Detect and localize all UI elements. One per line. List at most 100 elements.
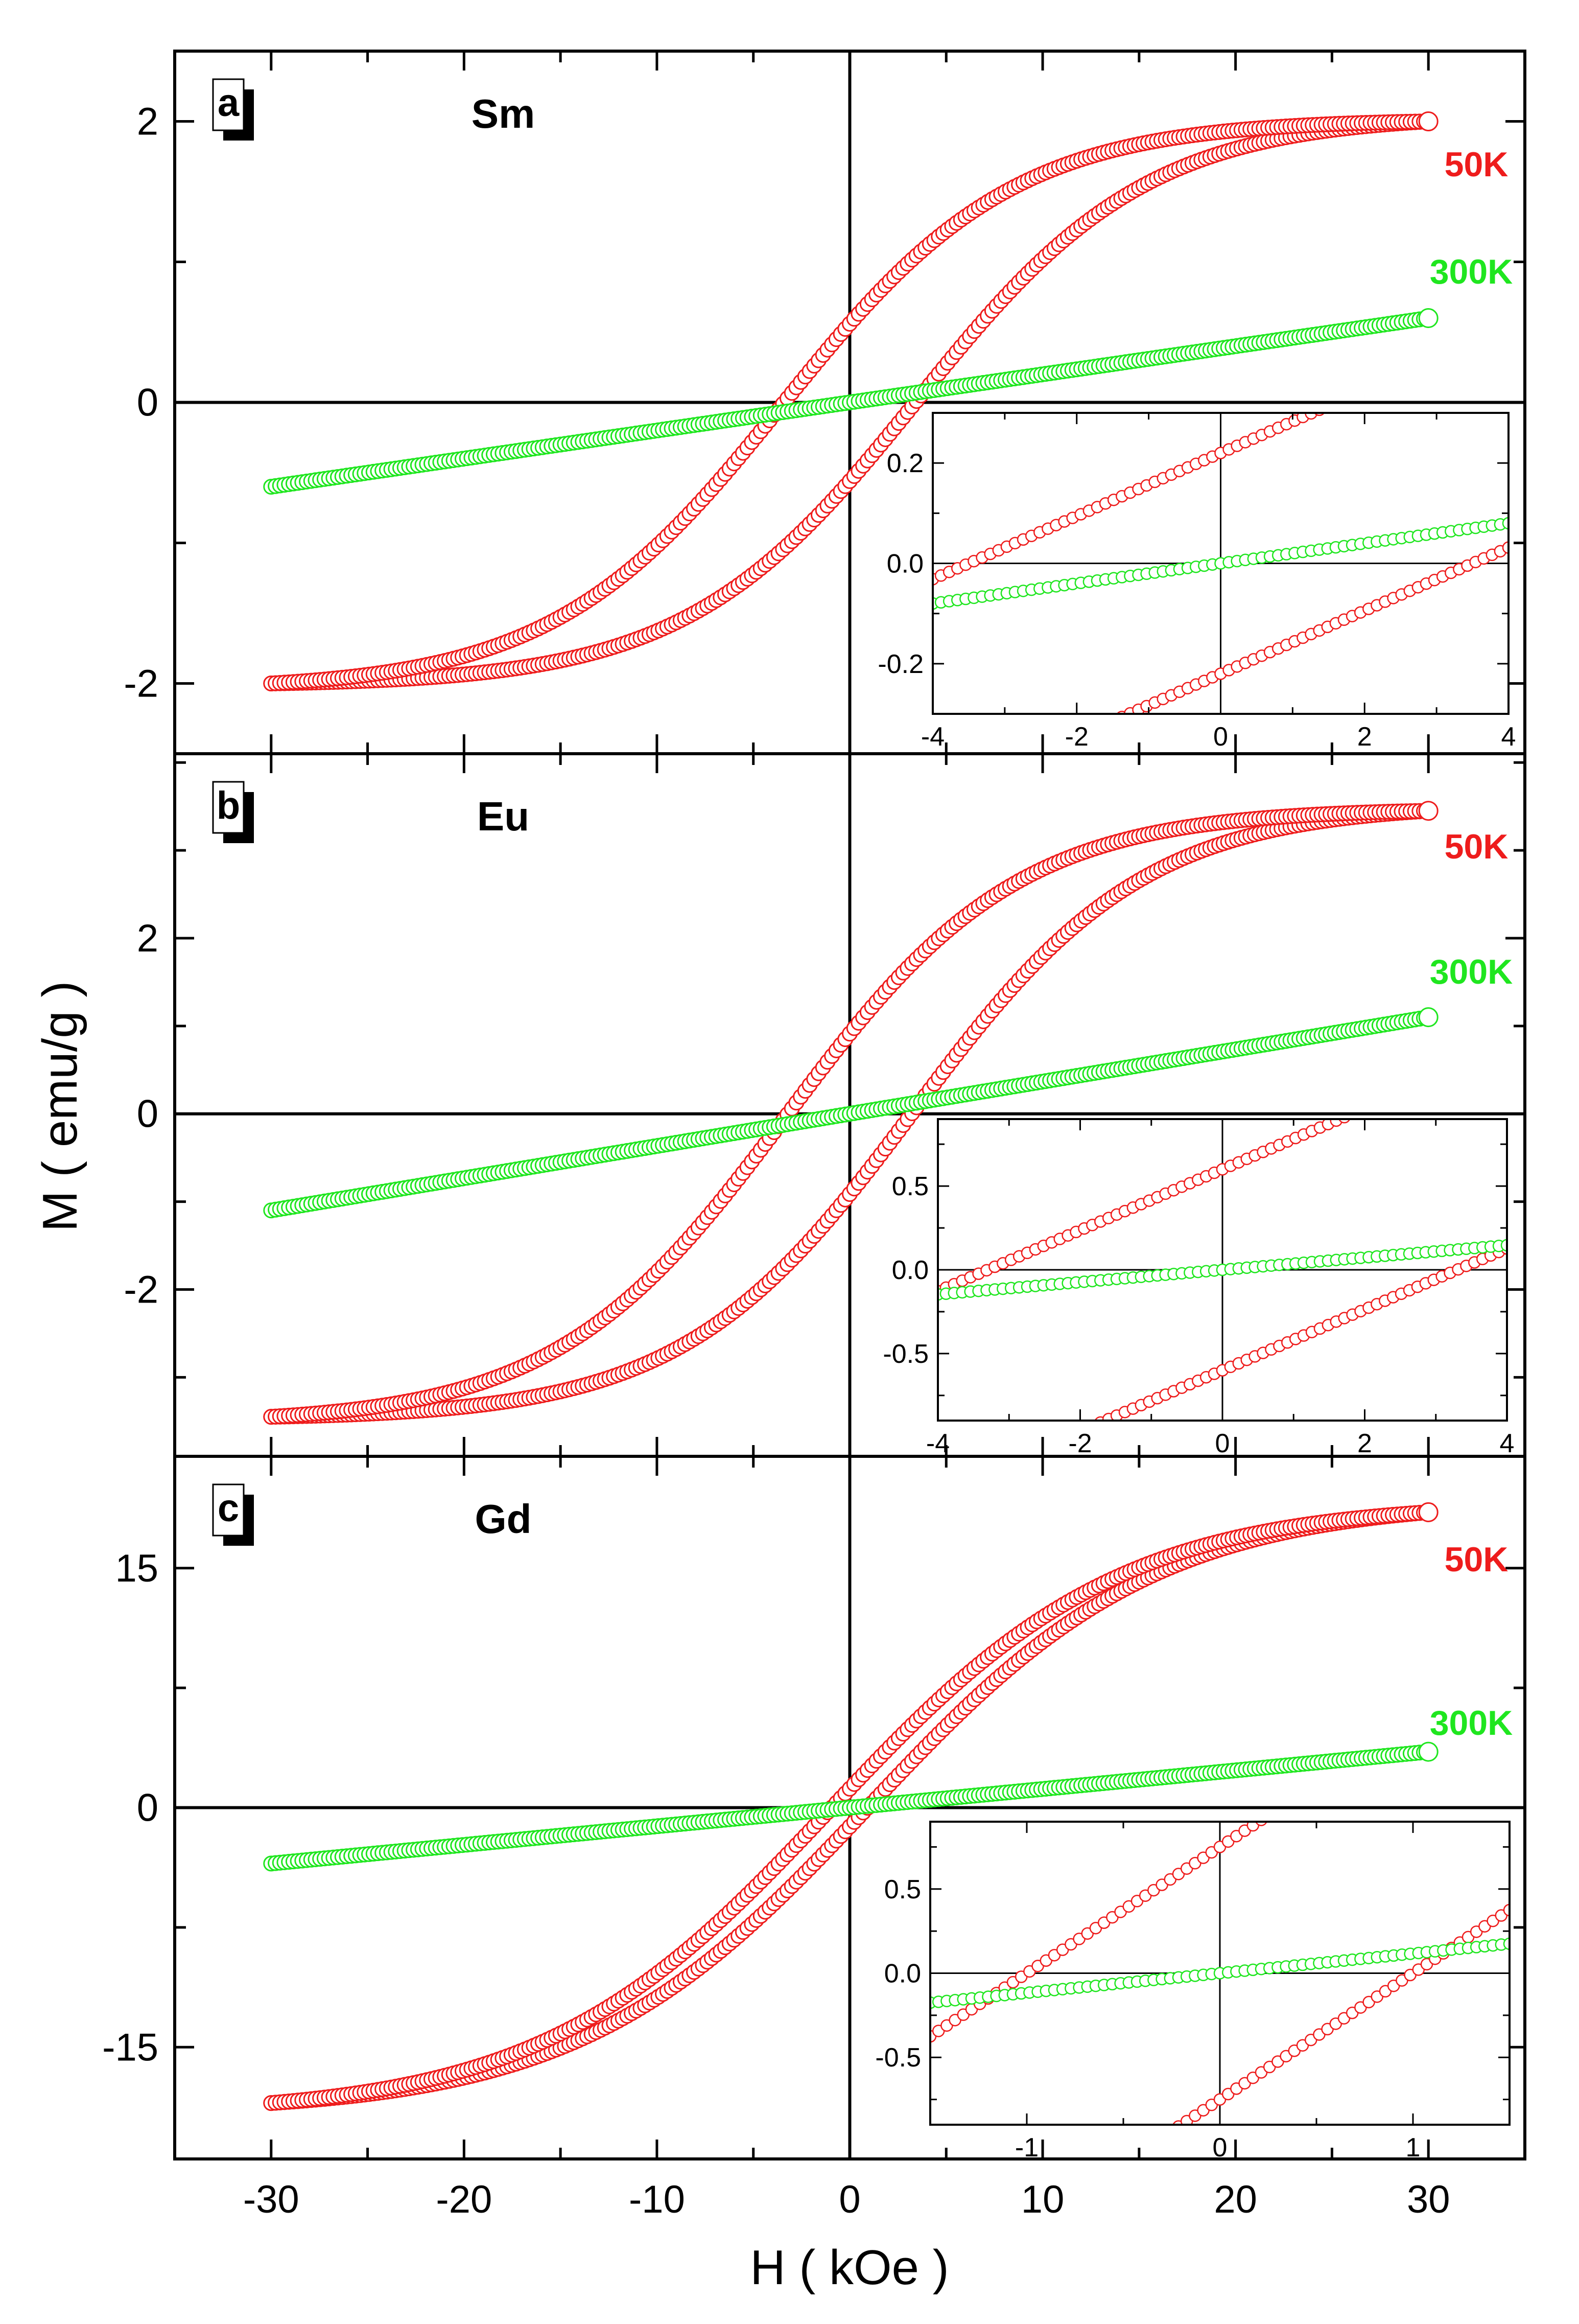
inset-point [1445, 346, 1456, 358]
inset-series-300K [938, 1239, 1507, 1301]
series-300K [263, 1007, 1439, 1219]
element-label: Gd [475, 1496, 531, 1542]
inset-point [1485, 1049, 1496, 1060]
endpoint-marker [1418, 1502, 1439, 1522]
data-series [263, 801, 1439, 1425]
endpoint-marker [1418, 1007, 1439, 1028]
inset-point [1140, 2143, 1151, 2154]
x-tick-label: -30 [243, 2178, 299, 2221]
inset-point [950, 2267, 961, 2278]
panel-a: -2 0 2 50K 300K Sm a -4 -2 0 2 4 -0.2 0.0 0.2 [124, 50, 1526, 805]
series-50K [263, 1502, 1439, 2111]
inset-point [1477, 1052, 1488, 1063]
inset-point [974, 2251, 985, 2262]
inset-y-tick-label: -0.2 [878, 649, 924, 679]
inset-y-tick-label: 0.5 [892, 1172, 929, 1201]
inset-a: -4 -2 0 2 4 -0.2 0.0 0.2 [878, 325, 1516, 805]
inset-point [1001, 762, 1012, 773]
inset-y-tick-label: 0.5 [884, 1875, 921, 1904]
series-label-300K: 300K [1430, 952, 1513, 991]
inset-point [1453, 343, 1465, 354]
inset-point [1502, 541, 1509, 554]
inset-point [1503, 1937, 1510, 1950]
inset-point [991, 2240, 1002, 2251]
inset-point [1478, 332, 1490, 343]
inset-point [1065, 2191, 1076, 2202]
y-axis-title: M ( emu/g ) [33, 981, 87, 1232]
inset-point [958, 2262, 969, 2273]
data-series [263, 1502, 1439, 2111]
inset-point [1051, 740, 1062, 752]
inset-point [1396, 1722, 1407, 1733]
series-300K [263, 308, 1439, 495]
inset-point [1082, 2180, 1093, 2192]
inset-point [1018, 755, 1029, 766]
inset-point [960, 780, 971, 791]
inset-point [1428, 1073, 1440, 1084]
inset-x-tick-label: 4 [1500, 1429, 1515, 1458]
inset-point [1495, 325, 1506, 336]
inset-x-tick-label: 2 [1357, 1429, 1372, 1458]
inset-point [1322, 1771, 1333, 1782]
inset-point [952, 783, 963, 795]
inset-point [1108, 715, 1119, 726]
x-tick-label: 0 [839, 2178, 860, 2221]
element-label: Eu [477, 794, 529, 839]
y-tick-label: 0 [137, 1786, 158, 1830]
inset-series-50K [927, 325, 1509, 805]
inset-point [1157, 2132, 1168, 2143]
element-label: Sm [472, 91, 535, 136]
inset-point [993, 765, 1004, 777]
inset-point [1487, 329, 1498, 340]
inset-point [1090, 2175, 1101, 2186]
x-tick-label: 20 [1214, 2178, 1257, 2221]
inset-point [1405, 1717, 1416, 1728]
inset-point [1148, 2137, 1159, 2148]
inset-point [1016, 2224, 1027, 2235]
inset-point [927, 794, 938, 805]
y-tick-label: 2 [137, 100, 158, 144]
x-tick-label: -20 [436, 2178, 492, 2221]
inset-point [1355, 386, 1366, 398]
inset-c: -1 0 1 -0.5 0.0 0.5 [875, 1668, 1511, 2278]
inset-x-tick-label: 0 [1215, 1429, 1230, 1458]
inset-point [1479, 1668, 1490, 1680]
inset-point [1500, 1239, 1507, 1252]
inset-point [973, 1469, 984, 1480]
inset-y-tick-label: -0.5 [883, 1339, 929, 1369]
inset-x-tick-label: 4 [1501, 722, 1516, 752]
inset-point [965, 1473, 976, 1484]
inset-y-tick-label: 0.2 [887, 449, 924, 478]
inset-point [1453, 1063, 1464, 1074]
inset-x-tick-label: -1 [1015, 2133, 1039, 2163]
inset-point [1396, 1087, 1407, 1098]
inset-point [932, 1486, 944, 1498]
x-tick-label: 10 [1021, 2178, 1065, 2221]
data-series [263, 111, 1439, 691]
series-label-50K: 50K [1445, 1540, 1509, 1579]
inset-series-300K [933, 517, 1509, 610]
inset-point [1092, 722, 1103, 733]
panel-letter-box [212, 1483, 245, 1537]
inset-x-tick-label: 2 [1357, 722, 1372, 752]
inset-point [1446, 1690, 1457, 1701]
inset-point [1363, 383, 1374, 394]
inset-point [1462, 339, 1473, 351]
inset-point [940, 1483, 952, 1494]
inset-point [1413, 1711, 1424, 1723]
panel-letter: c [218, 1486, 239, 1530]
inset-point [999, 2235, 1010, 2246]
inset-x-tick-label: -2 [1065, 722, 1089, 752]
inset-point [1264, 1809, 1275, 1820]
inset-point [1412, 1080, 1423, 1091]
inset-point [944, 787, 955, 798]
inset-point [1471, 1674, 1482, 1685]
inset-point [1074, 2186, 1085, 2197]
series-label-300K: 300K [1430, 252, 1513, 291]
inset-x-tick-label: 1 [1406, 2133, 1421, 2163]
inset-point [1445, 1066, 1456, 1078]
inset-y-tick-label: -0.5 [875, 2043, 921, 2073]
series-50K [263, 111, 1439, 691]
inset-point [989, 1462, 1000, 1473]
